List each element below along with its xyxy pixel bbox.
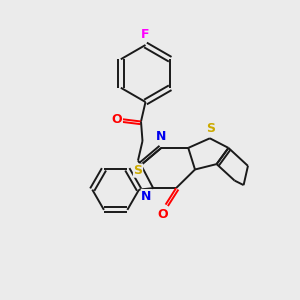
Text: F: F bbox=[141, 28, 150, 41]
Text: N: N bbox=[141, 190, 152, 202]
Text: O: O bbox=[112, 112, 122, 126]
Text: S: S bbox=[134, 164, 142, 177]
Text: N: N bbox=[156, 130, 167, 143]
Text: S: S bbox=[206, 122, 215, 135]
Text: O: O bbox=[157, 208, 168, 221]
